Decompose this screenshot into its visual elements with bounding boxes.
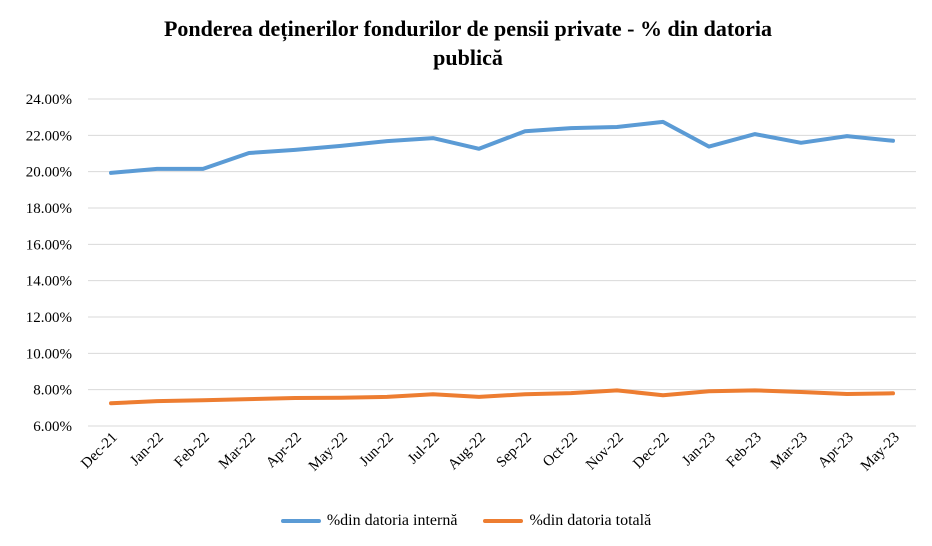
y-tick-label: 20.00%: [26, 165, 72, 181]
series-line-2: [109, 388, 895, 406]
legend-label-series-1: %din datoria internă: [326, 512, 458, 529]
y-tick-label: 22.00%: [26, 128, 72, 144]
x-tick-label: Jun-22: [357, 430, 397, 470]
y-tick-label: 12.00%: [26, 310, 72, 326]
x-tick-label: Sep-22: [493, 430, 534, 471]
x-tick-label: Apr-23: [815, 430, 857, 472]
legend-item-series-2: %din datoria totală: [483, 512, 651, 530]
x-tick-label: Mar-22: [216, 430, 259, 473]
x-tick-label: Feb-23: [723, 430, 764, 471]
y-tick-label: 6.00%: [33, 419, 72, 435]
legend-swatch-series-1: [280, 519, 321, 523]
x-tick-label: Dec-21: [78, 430, 121, 473]
legend: %din datoria internă %din datoria totală: [0, 512, 932, 530]
y-tick-label: 8.00%: [33, 383, 72, 399]
x-tick-label: Feb-22: [171, 430, 212, 471]
x-tick-label: Dec-22: [630, 430, 673, 473]
legend-item-series-1: %din datoria internă: [280, 512, 458, 530]
gridlines: [88, 98, 916, 427]
y-tick-label: 24.00%: [26, 92, 72, 108]
chart-title-line1: Ponderea deținerilor fondurilor de pensi…: [163, 16, 773, 41]
series-lines: [109, 119, 895, 406]
x-tick-label: Jan-22: [127, 430, 167, 470]
series-line-1: [109, 119, 895, 175]
x-tick-label: Aug-22: [445, 430, 489, 474]
x-tick-label: Jul-22: [405, 430, 443, 468]
legend-swatch-series-2: [483, 519, 524, 523]
x-tick-label: Apr-22: [263, 430, 305, 472]
chart-title: Ponderea deținerilor fondurilor de pensi…: [0, 14, 932, 72]
x-tick-label: Nov-22: [583, 430, 627, 474]
x-tick-label: Jan-23: [679, 430, 719, 470]
x-tick-label: Oct-22: [540, 430, 581, 471]
y-axis-tick-labels: 6.00% 8.00% 10.00% 12.00% 14.00% 16.00% 18.00%…: [26, 92, 72, 435]
x-tick-label: Mar-23: [768, 430, 811, 473]
legend-label-series-2: %din datoria totală: [529, 512, 652, 529]
x-tick-label: May-23: [858, 430, 903, 475]
chart-title-line2: publică: [433, 45, 503, 70]
y-tick-label: 14.00%: [26, 274, 72, 290]
x-axis-tick-labels: Dec-21 Jan-22 Feb-22 Mar-22 Apr-22 May-22 Jun-…: [78, 430, 903, 475]
y-tick-label: 16.00%: [26, 237, 72, 253]
x-tick-label: May-22: [306, 430, 351, 475]
y-tick-label: 18.00%: [26, 201, 72, 217]
y-tick-label: 10.00%: [26, 346, 72, 362]
